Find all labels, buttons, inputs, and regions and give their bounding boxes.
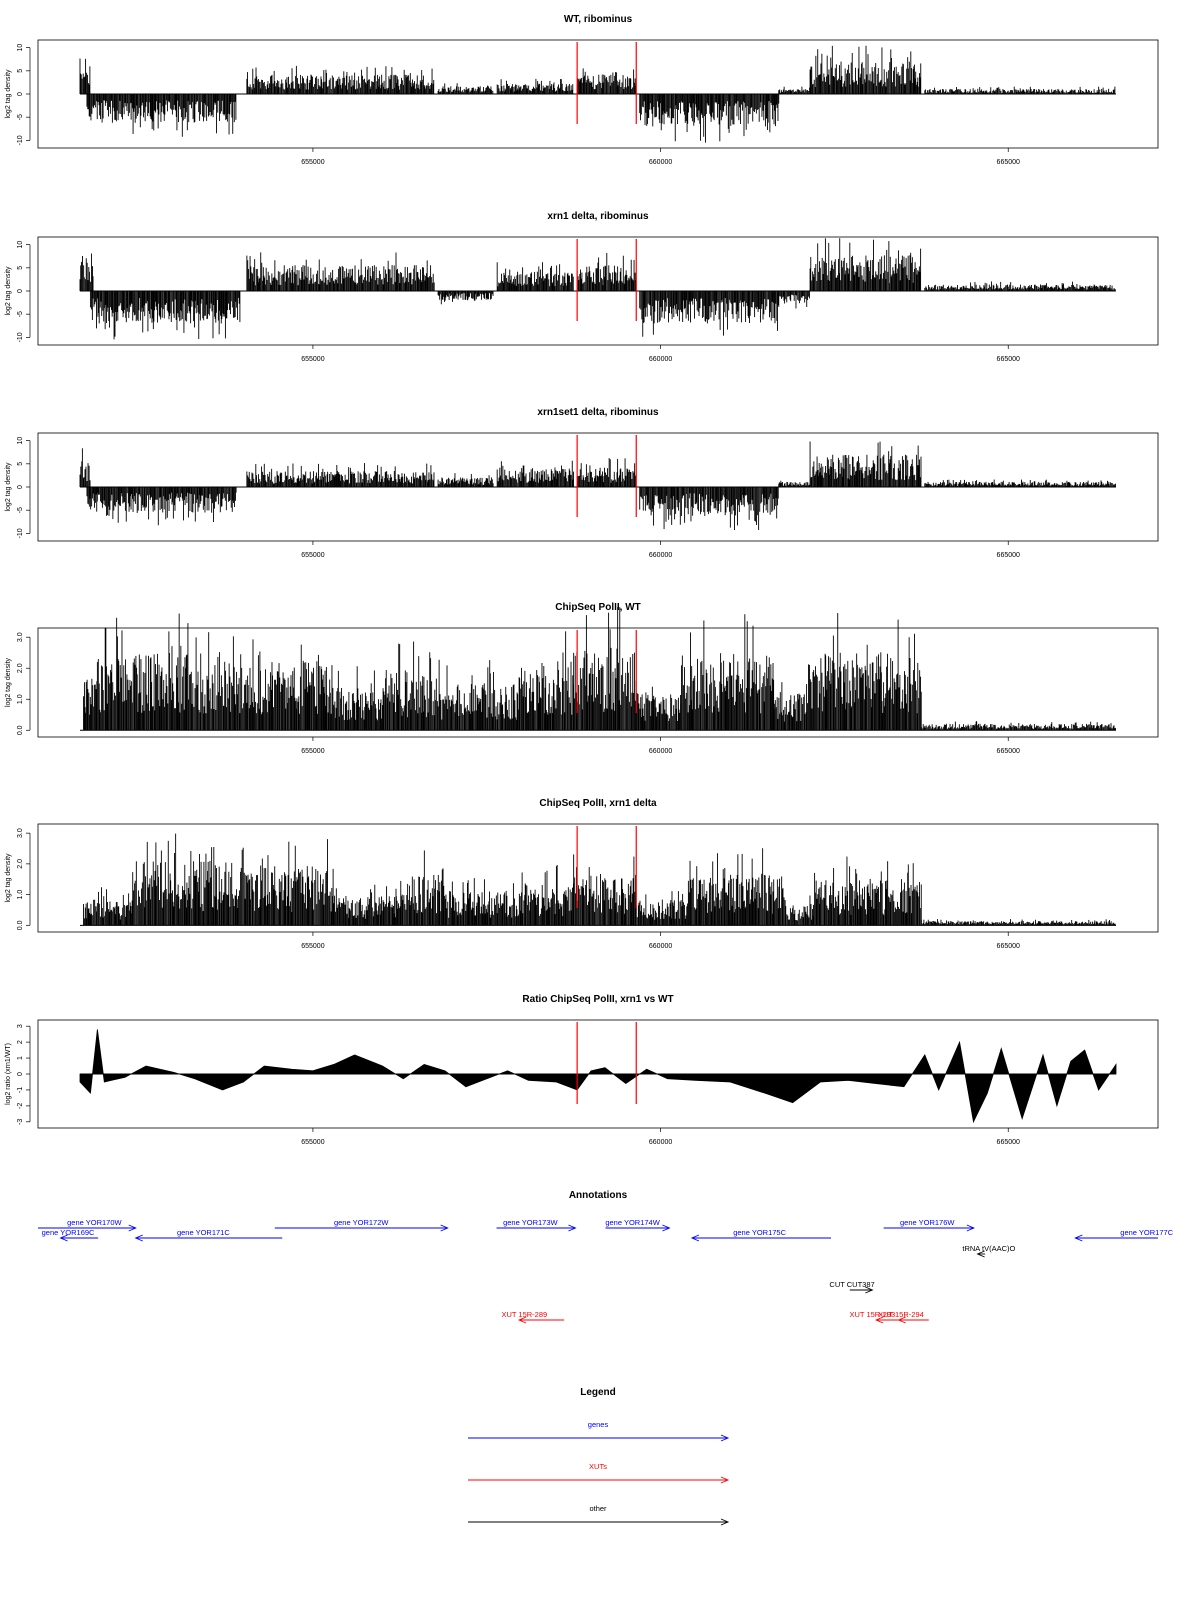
y-tick-label: 10 [17, 44, 24, 52]
y-tick-label: -5 [17, 311, 24, 317]
y-axis-label: log2 tag density [5, 266, 12, 316]
x-tick-label: 665000 [997, 552, 1020, 559]
x-tick-label: 660000 [649, 552, 672, 559]
y-tick-label: 1.0 [17, 694, 24, 704]
panel-2: xrn1 delta, ribominus log2 tag density -10… [5, 211, 1158, 363]
x-tick-label: 655000 [301, 748, 324, 755]
x-tick-label: 655000 [301, 552, 324, 559]
y-axis-label: log2 tag density [5, 657, 12, 707]
y-tick-label: 5 [17, 69, 24, 73]
y-tick-label: -5 [17, 507, 24, 513]
panel-title: ChipSeq PolII, WT [555, 602, 641, 613]
x-tick-label: 665000 [997, 356, 1020, 363]
y-tick-label: 5 [17, 266, 24, 270]
panel-3: xrn1set1 delta, ribominus log2 tag densit… [5, 407, 1158, 559]
panel-title: xrn1set1 delta, ribominus [537, 407, 659, 418]
y-tick-label: 0 [17, 289, 24, 293]
series-bars [80, 238, 1115, 339]
x-tick-label: 660000 [649, 748, 672, 755]
y-tick-label: 0.0 [17, 725, 24, 735]
panel-title: WT, ribominus [564, 14, 633, 25]
x-tick-label: 655000 [301, 356, 324, 363]
y-tick-label: 2.0 [17, 663, 24, 673]
x-tick-label: 665000 [997, 748, 1020, 755]
y-tick-label: -5 [17, 114, 24, 120]
y-tick-label: 0 [17, 92, 24, 96]
y-tick-label: 3.0 [17, 632, 24, 642]
y-axis-label: log2 tag density [5, 69, 12, 119]
y-tick-label: 10 [17, 437, 24, 445]
x-tick-label: 655000 [301, 159, 324, 166]
y-tick-label: -10 [17, 332, 24, 342]
x-tick-label: 660000 [649, 159, 672, 166]
x-tick-label: 660000 [649, 356, 672, 363]
y-tick-label: 5 [17, 462, 24, 466]
x-tick-label: 665000 [997, 159, 1020, 166]
y-tick-label: -10 [17, 135, 24, 145]
panel-title: xrn1 delta, ribominus [547, 211, 649, 222]
series-bars [83, 607, 1115, 730]
y-tick-label: 10 [17, 241, 24, 249]
series-bars [80, 442, 1115, 530]
y-tick-label: 0 [17, 485, 24, 489]
panel-1: WT, ribominus log2 tag density -10 -5 0 5 10 65… [5, 14, 1158, 166]
y-tick-label: -10 [17, 528, 24, 538]
y-axis-label: log2 tag density [5, 462, 12, 512]
panel-4: ChipSeq PolII, WT log2 tag density 0.0 1.0 2… [5, 602, 1158, 755]
